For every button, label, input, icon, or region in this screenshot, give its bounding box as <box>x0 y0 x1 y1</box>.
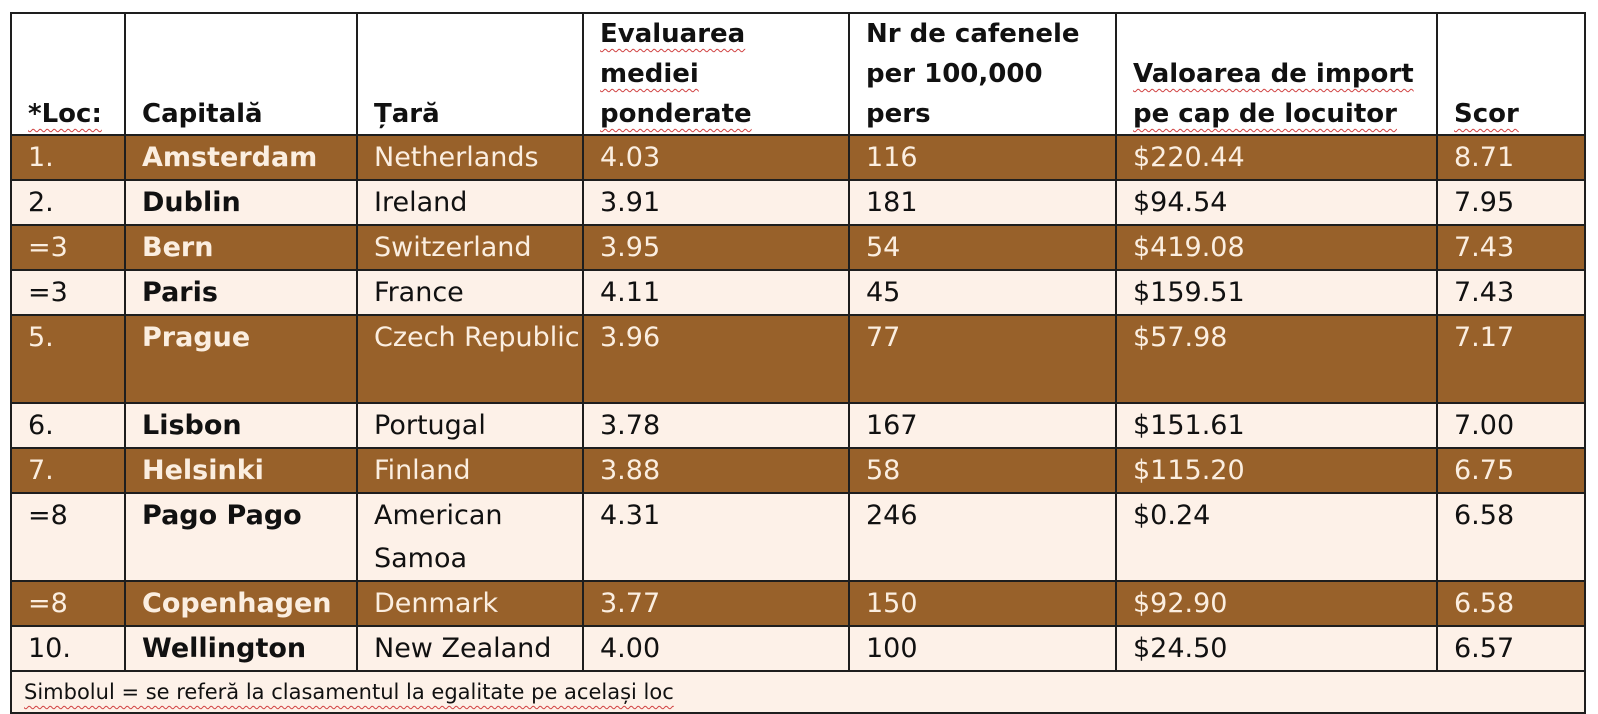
table-row: =8 Copenhagen Denmark 3.77 150 $92.90 6.58 <box>10 580 1586 627</box>
cell-rating: 4.00 <box>582 625 850 672</box>
table-row: =3 Paris France 4.11 45 $159.51 7.43 <box>10 269 1586 316</box>
cell-import: $0.24 <box>1115 492 1438 582</box>
cell-capital: Lisbon <box>124 402 358 449</box>
header-rating: Evaluarea mediei ponderate <box>582 12 850 136</box>
cell-capital: Paris <box>124 269 358 316</box>
cell-rank: 5. <box>10 314 126 404</box>
cell-cafes: 116 <box>848 134 1117 181</box>
cell-country: Finland <box>356 447 584 494</box>
cell-rank: 1. <box>10 134 126 181</box>
cell-rank: =8 <box>10 580 126 627</box>
coffee-capitals-table: *Loc: Capitală Țară Evaluarea mediei pon… <box>10 12 1586 714</box>
cell-country: Switzerland <box>356 224 584 271</box>
cell-score: 8.71 <box>1436 134 1586 181</box>
cell-score: 7.17 <box>1436 314 1586 404</box>
cell-cafes: 54 <box>848 224 1117 271</box>
header-score: Scor <box>1436 12 1586 136</box>
cell-rating: 3.95 <box>582 224 850 271</box>
cell-cafes: 167 <box>848 402 1117 449</box>
cell-capital: Bern <box>124 224 358 271</box>
cell-rating: 4.03 <box>582 134 850 181</box>
cell-rank: 2. <box>10 179 126 226</box>
header-capital: Capitală <box>124 12 358 136</box>
cell-country: Portugal <box>356 402 584 449</box>
table-row: 6. Lisbon Portugal 3.78 167 $151.61 7.00 <box>10 402 1586 449</box>
cell-score: 7.43 <box>1436 269 1586 316</box>
header-cafes: Nr de cafenele per 100,000 pers <box>848 12 1117 136</box>
cell-rank: 10. <box>10 625 126 672</box>
cell-rank: =3 <box>10 224 126 271</box>
header-import: Valoarea de import pe cap de locuitor <box>1115 12 1438 136</box>
cell-rating: 4.31 <box>582 492 850 582</box>
header-country: Țară <box>356 12 584 136</box>
cell-cafes: 246 <box>848 492 1117 582</box>
cell-country: Denmark <box>356 580 584 627</box>
cell-score: 6.57 <box>1436 625 1586 672</box>
footnote-row: Simbolul = se referă la clasamentul la e… <box>10 670 1586 714</box>
cell-score: 6.58 <box>1436 492 1586 582</box>
cell-score: 7.00 <box>1436 402 1586 449</box>
cell-country: American Samoa <box>356 492 584 582</box>
cell-capital: Prague <box>124 314 358 404</box>
cell-country: Ireland <box>356 179 584 226</box>
header-row: *Loc: Capitală Țară Evaluarea mediei pon… <box>10 12 1586 136</box>
header-rank: *Loc: <box>10 12 126 136</box>
table-body: 1. Amsterdam Netherlands 4.03 116 $220.44 8.71… <box>10 134 1586 714</box>
cell-rank: =3 <box>10 269 126 316</box>
cell-country: New Zealand <box>356 625 584 672</box>
table-row: 2. Dublin Ireland 3.91 181 $94.54 7.95 <box>10 179 1586 226</box>
cell-score: 6.58 <box>1436 580 1586 627</box>
cell-capital: Amsterdam <box>124 134 358 181</box>
cell-score: 7.95 <box>1436 179 1586 226</box>
cell-cafes: 45 <box>848 269 1117 316</box>
cell-import: $151.61 <box>1115 402 1438 449</box>
cell-rating: 3.91 <box>582 179 850 226</box>
cell-capital: Wellington <box>124 625 358 672</box>
cell-country: Czech Republic <box>356 314 584 404</box>
cell-cafes: 181 <box>848 179 1117 226</box>
cell-rating: 3.78 <box>582 402 850 449</box>
cell-capital: Helsinki <box>124 447 358 494</box>
cell-cafes: 100 <box>848 625 1117 672</box>
coffee-capitals-table-frame: *Loc: Capitală Țară Evaluarea mediei pon… <box>10 12 1586 714</box>
table-row: 5. Prague Czech Republic 3.96 77 $57.98 7.17 <box>10 314 1586 404</box>
cell-rating: 3.96 <box>582 314 850 404</box>
cell-cafes: 150 <box>848 580 1117 627</box>
cell-import: $94.54 <box>1115 179 1438 226</box>
table-row: 7. Helsinki Finland 3.88 58 $115.20 6.75 <box>10 447 1586 494</box>
table-row: =8 Pago Pago American Samoa 4.31 246 $0.24 6.5… <box>10 492 1586 582</box>
cell-import: $159.51 <box>1115 269 1438 316</box>
cell-cafes: 77 <box>848 314 1117 404</box>
cell-import: $419.08 <box>1115 224 1438 271</box>
table-row: 1. Amsterdam Netherlands 4.03 116 $220.44 8.71 <box>10 134 1586 181</box>
cell-rank: =8 <box>10 492 126 582</box>
cell-score: 6.75 <box>1436 447 1586 494</box>
cell-rank: 6. <box>10 402 126 449</box>
cell-country: Netherlands <box>356 134 584 181</box>
cell-cafes: 58 <box>848 447 1117 494</box>
table-row: 10. Wellington New Zealand 4.00 100 $24.50 6.5… <box>10 625 1586 672</box>
table-row: =3 Bern Switzerland 3.95 54 $419.08 7.43 <box>10 224 1586 271</box>
cell-import: $24.50 <box>1115 625 1438 672</box>
cell-import: $57.98 <box>1115 314 1438 404</box>
cell-country: France <box>356 269 584 316</box>
cell-rating: 3.88 <box>582 447 850 494</box>
cell-capital: Dublin <box>124 179 358 226</box>
cell-rating: 4.11 <box>582 269 850 316</box>
cell-score: 7.43 <box>1436 224 1586 271</box>
cell-rating: 3.77 <box>582 580 850 627</box>
footnote-text: Simbolul = se referă la clasamentul la e… <box>24 680 674 704</box>
cell-capital: Copenhagen <box>124 580 358 627</box>
cell-import: $92.90 <box>1115 580 1438 627</box>
cell-import: $220.44 <box>1115 134 1438 181</box>
cell-capital: Pago Pago <box>124 492 358 582</box>
cell-import: $115.20 <box>1115 447 1438 494</box>
footnote: Simbolul = se referă la clasamentul la e… <box>10 670 1586 714</box>
cell-rank: 7. <box>10 447 126 494</box>
